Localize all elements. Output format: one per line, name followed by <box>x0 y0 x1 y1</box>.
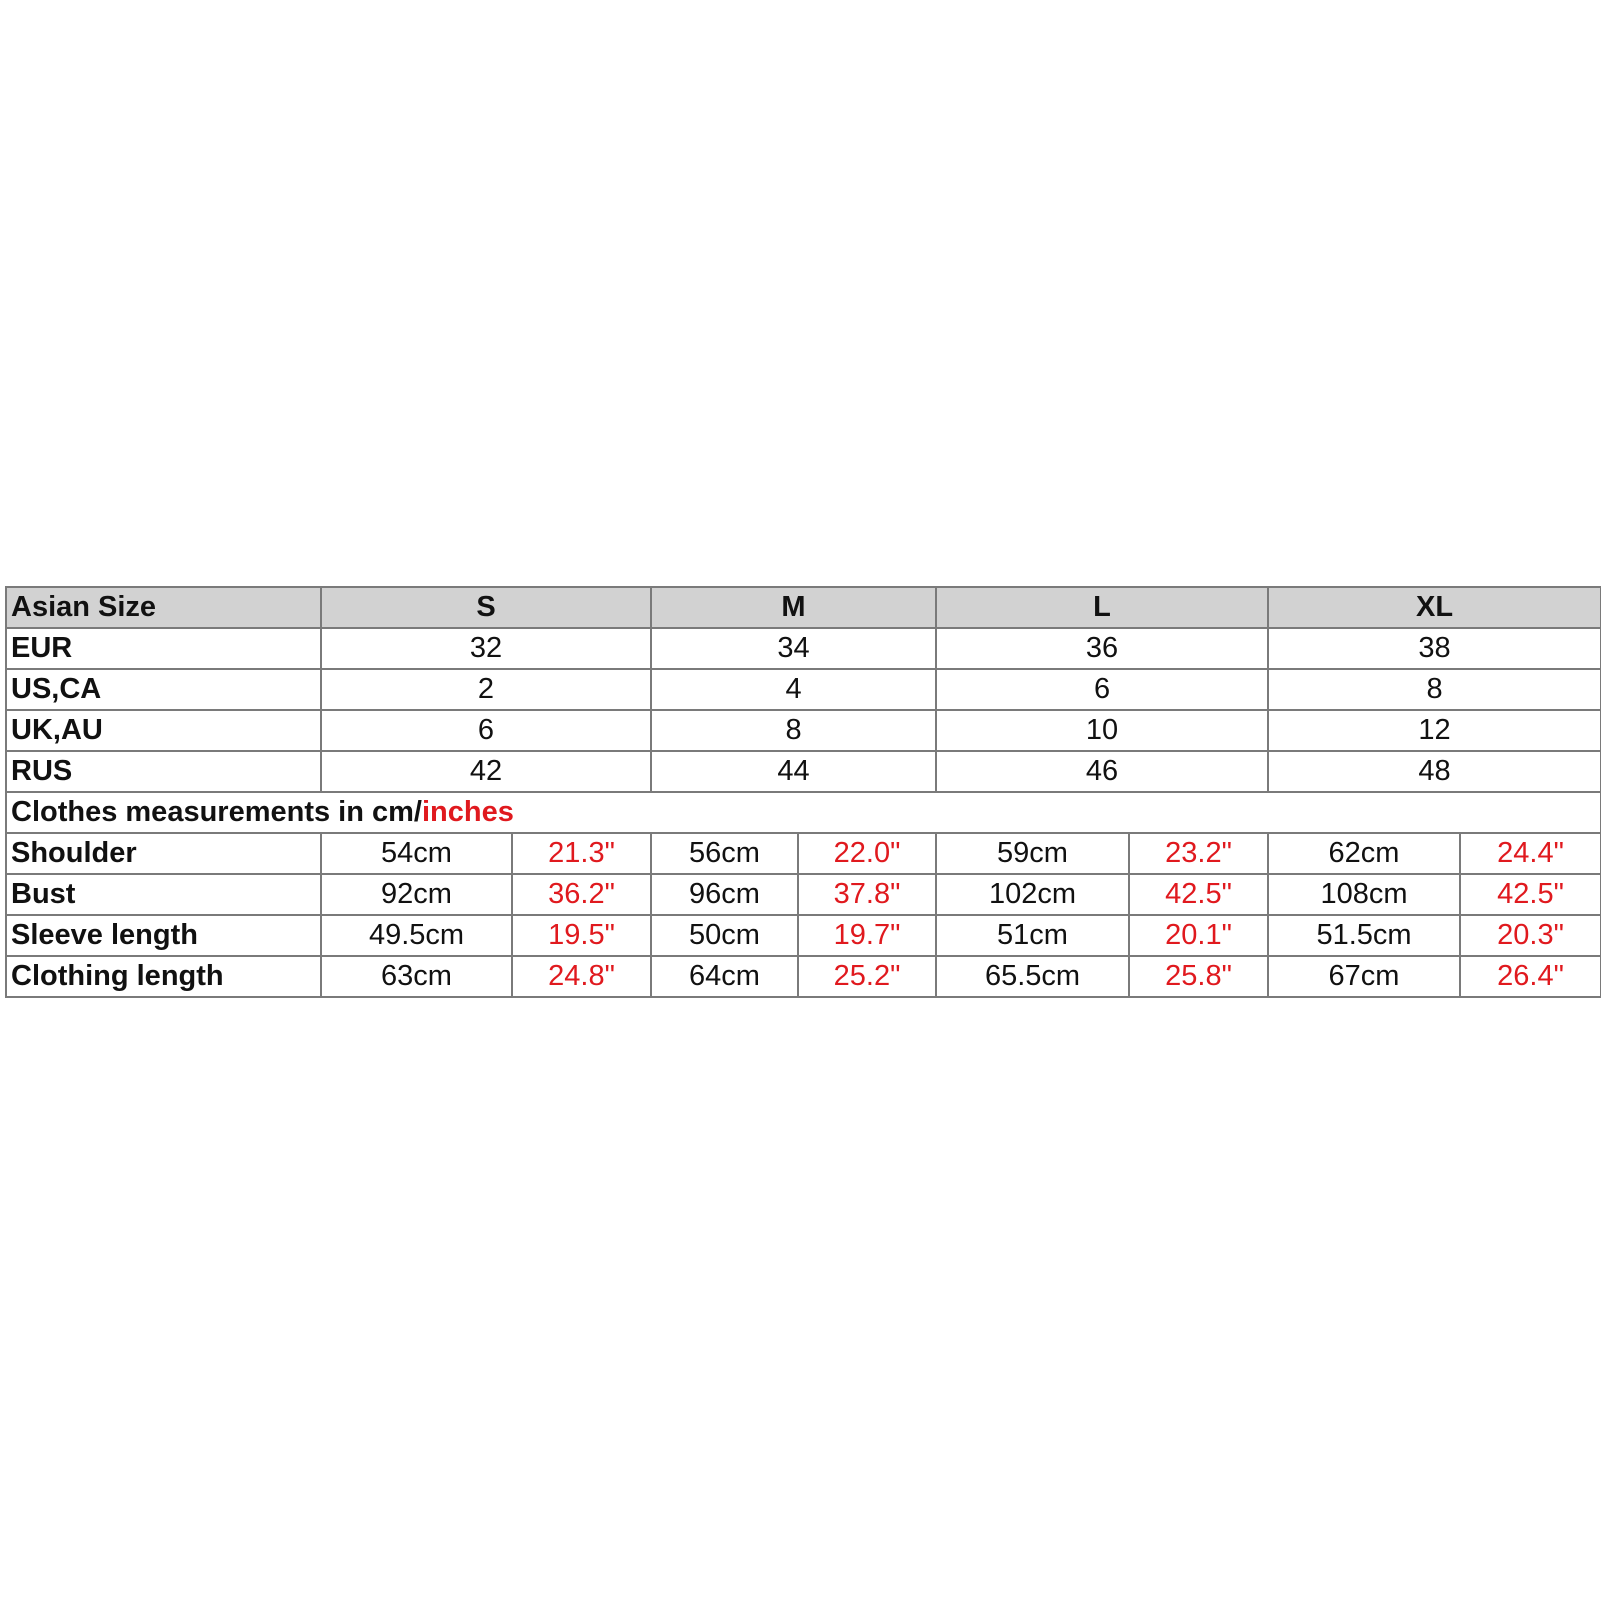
size-value: 2 <box>320 668 652 711</box>
size-header-s: S <box>320 586 652 629</box>
cm-value: 96cm <box>650 873 799 916</box>
size-header-xl: XL <box>1267 586 1601 629</box>
section-title-prefix: Clothes measurements in cm/ <box>11 796 422 828</box>
conversion-row: RUS 42 44 46 48 <box>5 750 1601 793</box>
conversion-row: UK,AU 6 8 10 12 <box>5 709 1601 752</box>
inch-value: 22.0" <box>796 832 938 875</box>
size-header-m: M <box>649 586 938 629</box>
cm-value: 63cm <box>320 955 513 998</box>
inch-value: 25.2" <box>796 955 938 998</box>
row-label: Shoulder <box>5 832 322 875</box>
section-row: Clothes measurements in cm/inches <box>4 791 1601 834</box>
inch-value: 36.2" <box>511 873 652 916</box>
inch-value: 42.5" <box>1459 873 1601 916</box>
inch-value: 24.8" <box>511 955 652 998</box>
conversion-row: US,CA 2 4 6 8 <box>5 668 1601 711</box>
size-value: 38 <box>1267 627 1601 670</box>
size-value: 12 <box>1267 709 1601 752</box>
size-value: 44 <box>649 750 938 793</box>
conversion-row: EUR 32 34 36 38 <box>5 627 1601 670</box>
size-value: 8 <box>1267 668 1601 711</box>
size-header-l: L <box>935 586 1270 629</box>
inch-value: 25.8" <box>1128 955 1270 998</box>
inch-value: 20.3" <box>1459 914 1601 957</box>
inch-value: 37.8" <box>796 873 938 916</box>
measurement-row: Clothing length 63cm 24.8" 64cm 25.2" 65.5cm 2… <box>5 955 1601 998</box>
inch-value: 20.1" <box>1128 914 1270 957</box>
cm-value: 51.5cm <box>1267 914 1462 957</box>
inch-value: 19.7" <box>796 914 938 957</box>
size-value: 4 <box>649 668 938 711</box>
cm-value: 51cm <box>935 914 1131 957</box>
cm-value: 49.5cm <box>320 914 513 957</box>
row-label: RUS <box>5 750 322 793</box>
cm-value: 102cm <box>935 873 1131 916</box>
section-title-inches: inches <box>421 796 514 828</box>
cm-value: 56cm <box>650 832 799 875</box>
cm-value: 50cm <box>650 914 799 957</box>
cm-value: 62cm <box>1267 832 1462 875</box>
measurement-row: Shoulder 54cm 21.3" 56cm 22.0" 59cm 23.2" 62cm 2… <box>5 832 1601 875</box>
row-label: UK,AU <box>5 709 322 752</box>
header-row: Asian Size S M L XL <box>5 586 1601 629</box>
cm-value: 108cm <box>1267 873 1462 916</box>
inch-value: 23.2" <box>1128 832 1270 875</box>
cm-value: 54cm <box>320 832 513 875</box>
inch-value: 19.5" <box>511 914 652 957</box>
size-value: 46 <box>935 750 1270 793</box>
measurement-row: Sleeve length 49.5cm 19.5" 50cm 19.7" 51cm 20.… <box>5 914 1601 957</box>
size-chart-table: Asian Size S M L XL EUR 32 34 36 38 US,CA 2 4 6 8 UK,AU… <box>4 586 1601 998</box>
row-label: EUR <box>5 627 322 670</box>
size-value: 36 <box>935 627 1270 670</box>
size-value: 6 <box>935 668 1270 711</box>
row-label: Sleeve length <box>5 914 322 957</box>
size-value: 32 <box>320 627 652 670</box>
row-label: US,CA <box>5 668 322 711</box>
row-label: Clothing length <box>5 955 322 998</box>
inch-value: 26.4" <box>1459 955 1601 998</box>
size-value: 48 <box>1267 750 1601 793</box>
inch-value: 42.5" <box>1128 873 1270 916</box>
cm-value: 92cm <box>320 873 513 916</box>
cm-value: 64cm <box>650 955 799 998</box>
inch-value: 24.4" <box>1459 832 1601 875</box>
cm-value: 65.5cm <box>935 955 1131 998</box>
size-value: 8 <box>649 709 938 752</box>
section-title: Clothes measurements in cm/inches <box>4 791 1601 834</box>
inch-value: 21.3" <box>511 832 652 875</box>
size-value: 42 <box>320 750 652 793</box>
size-value: 6 <box>320 709 652 752</box>
row-label: Bust <box>5 873 322 916</box>
measurement-row: Bust 92cm 36.2" 96cm 37.8" 102cm 42.5" 108cm 42.… <box>5 873 1601 916</box>
size-value: 10 <box>935 709 1270 752</box>
cm-value: 59cm <box>935 832 1131 875</box>
size-value: 34 <box>649 627 938 670</box>
header-label: Asian Size <box>5 586 322 629</box>
cm-value: 67cm <box>1267 955 1462 998</box>
